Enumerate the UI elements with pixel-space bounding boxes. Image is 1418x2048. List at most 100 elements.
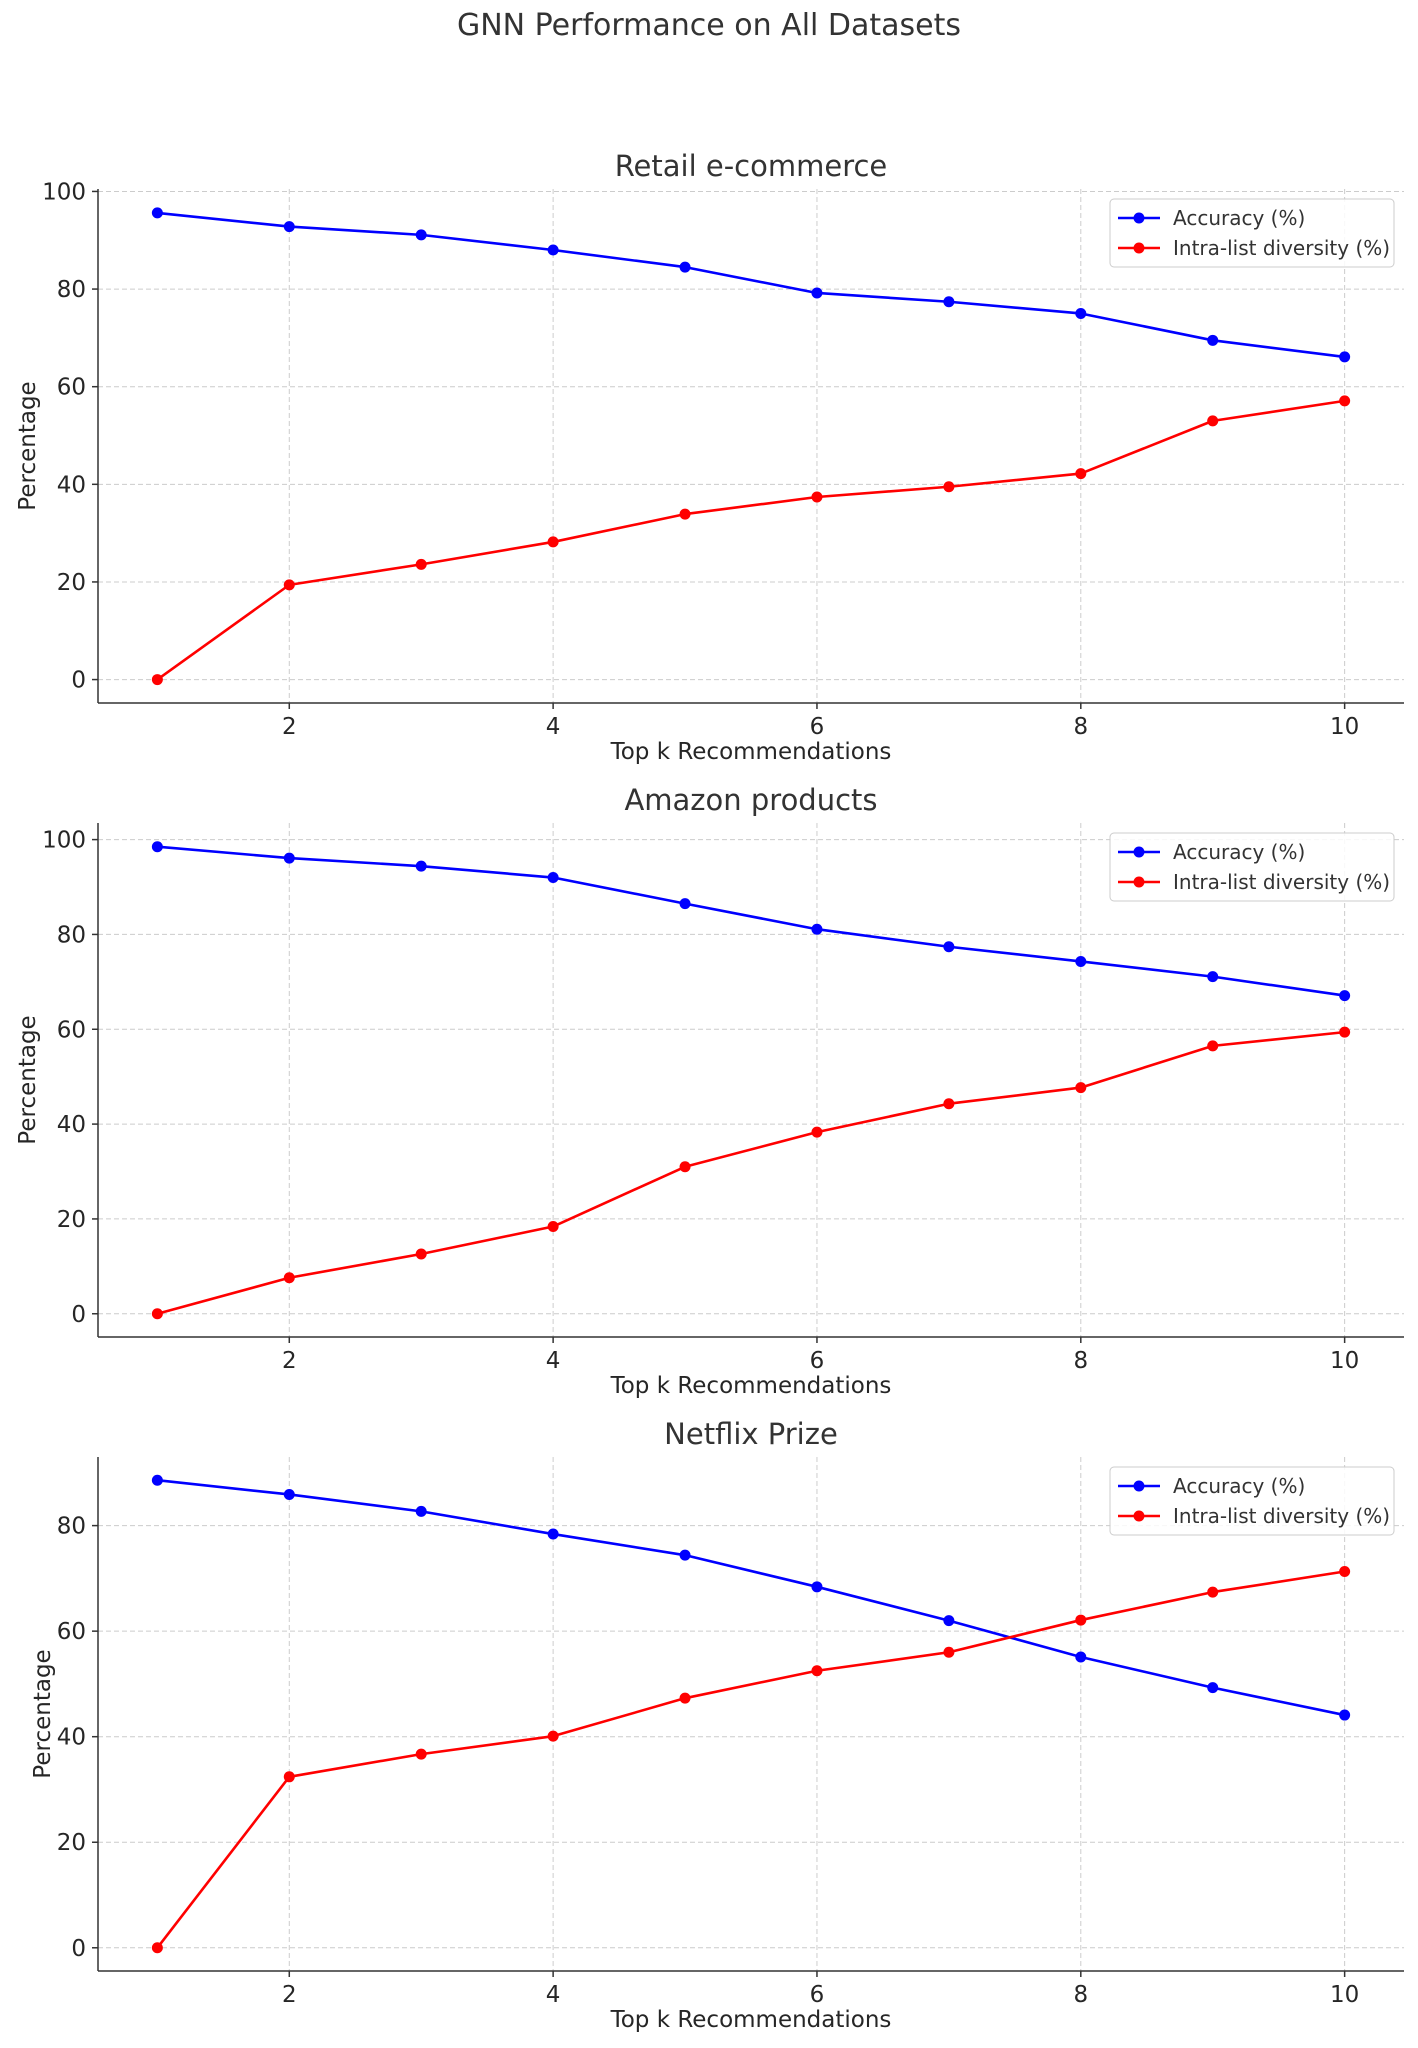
x-tick-label: 6 xyxy=(810,1982,825,2008)
diversity-point xyxy=(679,508,691,520)
accuracy-point xyxy=(679,1549,691,1561)
diversity-point xyxy=(1075,1614,1087,1626)
y-axis-label: Percentage xyxy=(15,381,41,510)
accuracy-point xyxy=(1207,1682,1219,1694)
diversity-point xyxy=(151,674,163,686)
x-tick-label: 6 xyxy=(810,714,825,740)
x-tick-label: 2 xyxy=(282,1348,297,1374)
accuracy-point xyxy=(811,287,823,299)
diversity-point xyxy=(1207,1040,1219,1052)
y-axis-label: Percentage xyxy=(15,1015,41,1144)
chart-title: Retail e-commerce xyxy=(615,149,888,183)
diversity-point xyxy=(415,1248,427,1260)
x-axis-label: Top k Recommendations xyxy=(610,1373,892,1399)
x-tick-label: 10 xyxy=(1330,714,1359,740)
chart-title: Netflix Prize xyxy=(664,1417,838,1451)
y-tick-label: 60 xyxy=(57,1619,86,1645)
diversity-point xyxy=(283,1272,295,1284)
legend-swatch-marker xyxy=(1133,876,1145,888)
y-tick-label: 60 xyxy=(57,1017,86,1043)
y-tick-label: 80 xyxy=(57,277,86,303)
y-tick-label: 20 xyxy=(57,1207,86,1233)
accuracy-point xyxy=(679,898,691,910)
legend-swatch-marker xyxy=(1133,212,1145,224)
legend-box xyxy=(1109,198,1395,268)
accuracy-point xyxy=(415,1505,427,1517)
diversity-point xyxy=(1339,395,1351,407)
diversity-point xyxy=(1075,1082,1087,1094)
accuracy-point xyxy=(943,941,955,953)
y-tick-label: 20 xyxy=(57,570,86,596)
x-tick-label: 2 xyxy=(282,1982,297,2008)
y-tick-label: 80 xyxy=(57,922,86,948)
diversity-point xyxy=(547,1221,559,1233)
accuracy-point xyxy=(547,1528,559,1540)
accuracy-point xyxy=(415,229,427,241)
diversity-point xyxy=(1339,1566,1351,1578)
legend-swatch-marker xyxy=(1133,242,1145,254)
y-tick-label: 20 xyxy=(57,1830,86,1856)
y-tick-label: 100 xyxy=(42,828,86,854)
diversity-point xyxy=(1075,468,1087,480)
x-tick-label: 8 xyxy=(1073,1348,1088,1374)
diversity-point xyxy=(943,1646,955,1658)
diversity-point xyxy=(1207,415,1219,427)
diversity-point xyxy=(1207,1586,1219,1598)
y-tick-label: 40 xyxy=(57,472,86,498)
chart-panel-3: 2 4 6 8 10 0 20 40 60 80 Netflix Prize Top k Recomm… xyxy=(30,1417,1404,2033)
y-tick-label: 100 xyxy=(42,179,86,205)
y-tick-label: 40 xyxy=(57,1112,86,1138)
accuracy-point xyxy=(1075,955,1087,967)
legend-swatch-marker xyxy=(1133,1510,1145,1522)
accuracy-point xyxy=(283,221,295,233)
diversity-point xyxy=(943,481,955,493)
diversity-point xyxy=(151,1308,163,1320)
x-tick-label: 8 xyxy=(1073,1982,1088,2008)
diversity-point xyxy=(811,1126,823,1138)
diversity-point xyxy=(547,1730,559,1742)
x-axis-label: Top k Recommendations xyxy=(610,2007,892,2033)
accuracy-point xyxy=(1207,334,1219,346)
diversity-point xyxy=(811,491,823,503)
legend-label: Accuracy (%) xyxy=(1173,840,1305,864)
x-tick-label: 10 xyxy=(1330,1348,1359,1374)
legend-label: Intra-list diversity (%) xyxy=(1173,870,1390,894)
x-tick-label: 4 xyxy=(546,1982,561,2008)
legend-swatch-marker xyxy=(1133,846,1145,858)
y-axis-label: Percentage xyxy=(30,1649,56,1778)
accuracy-point xyxy=(1339,990,1351,1002)
series-line-diversity xyxy=(156,1570,1345,1949)
accuracy-point xyxy=(679,261,691,273)
series-line-diversity xyxy=(157,1030,1345,1316)
diversity-point xyxy=(1339,1026,1351,1038)
accuracy-point xyxy=(151,207,163,219)
x-tick-label: 6 xyxy=(810,1348,825,1374)
legend-label: Accuracy (%) xyxy=(1173,206,1305,230)
y-tick-label: 80 xyxy=(57,1514,86,1540)
y-tick-label: 60 xyxy=(57,375,86,401)
diversity-point xyxy=(679,1161,691,1173)
diversity-point xyxy=(679,1692,691,1704)
diversity-point xyxy=(151,1942,163,1954)
legend-label: Intra-list diversity (%) xyxy=(1173,1504,1390,1528)
diversity-point xyxy=(943,1098,955,1110)
y-tick-label: 0 xyxy=(71,668,86,694)
diversity-point xyxy=(283,579,295,591)
accuracy-point xyxy=(151,1474,163,1486)
diversity-point xyxy=(811,1665,823,1677)
accuracy-point xyxy=(151,841,163,853)
accuracy-point xyxy=(1339,1709,1351,1721)
chart-title: Amazon products xyxy=(624,783,877,817)
legend-box xyxy=(1109,832,1395,902)
diversity-point xyxy=(415,1748,427,1760)
accuracy-point xyxy=(811,923,823,935)
legend-box xyxy=(1109,1466,1395,1536)
accuracy-point xyxy=(283,1488,295,1500)
accuracy-point xyxy=(811,1581,823,1593)
y-tick-label: 40 xyxy=(57,1725,86,1751)
y-tick-label: 0 xyxy=(71,1936,86,1962)
series-line-accuracy xyxy=(157,211,1345,359)
diversity-point xyxy=(415,558,427,570)
accuracy-point xyxy=(943,296,955,308)
